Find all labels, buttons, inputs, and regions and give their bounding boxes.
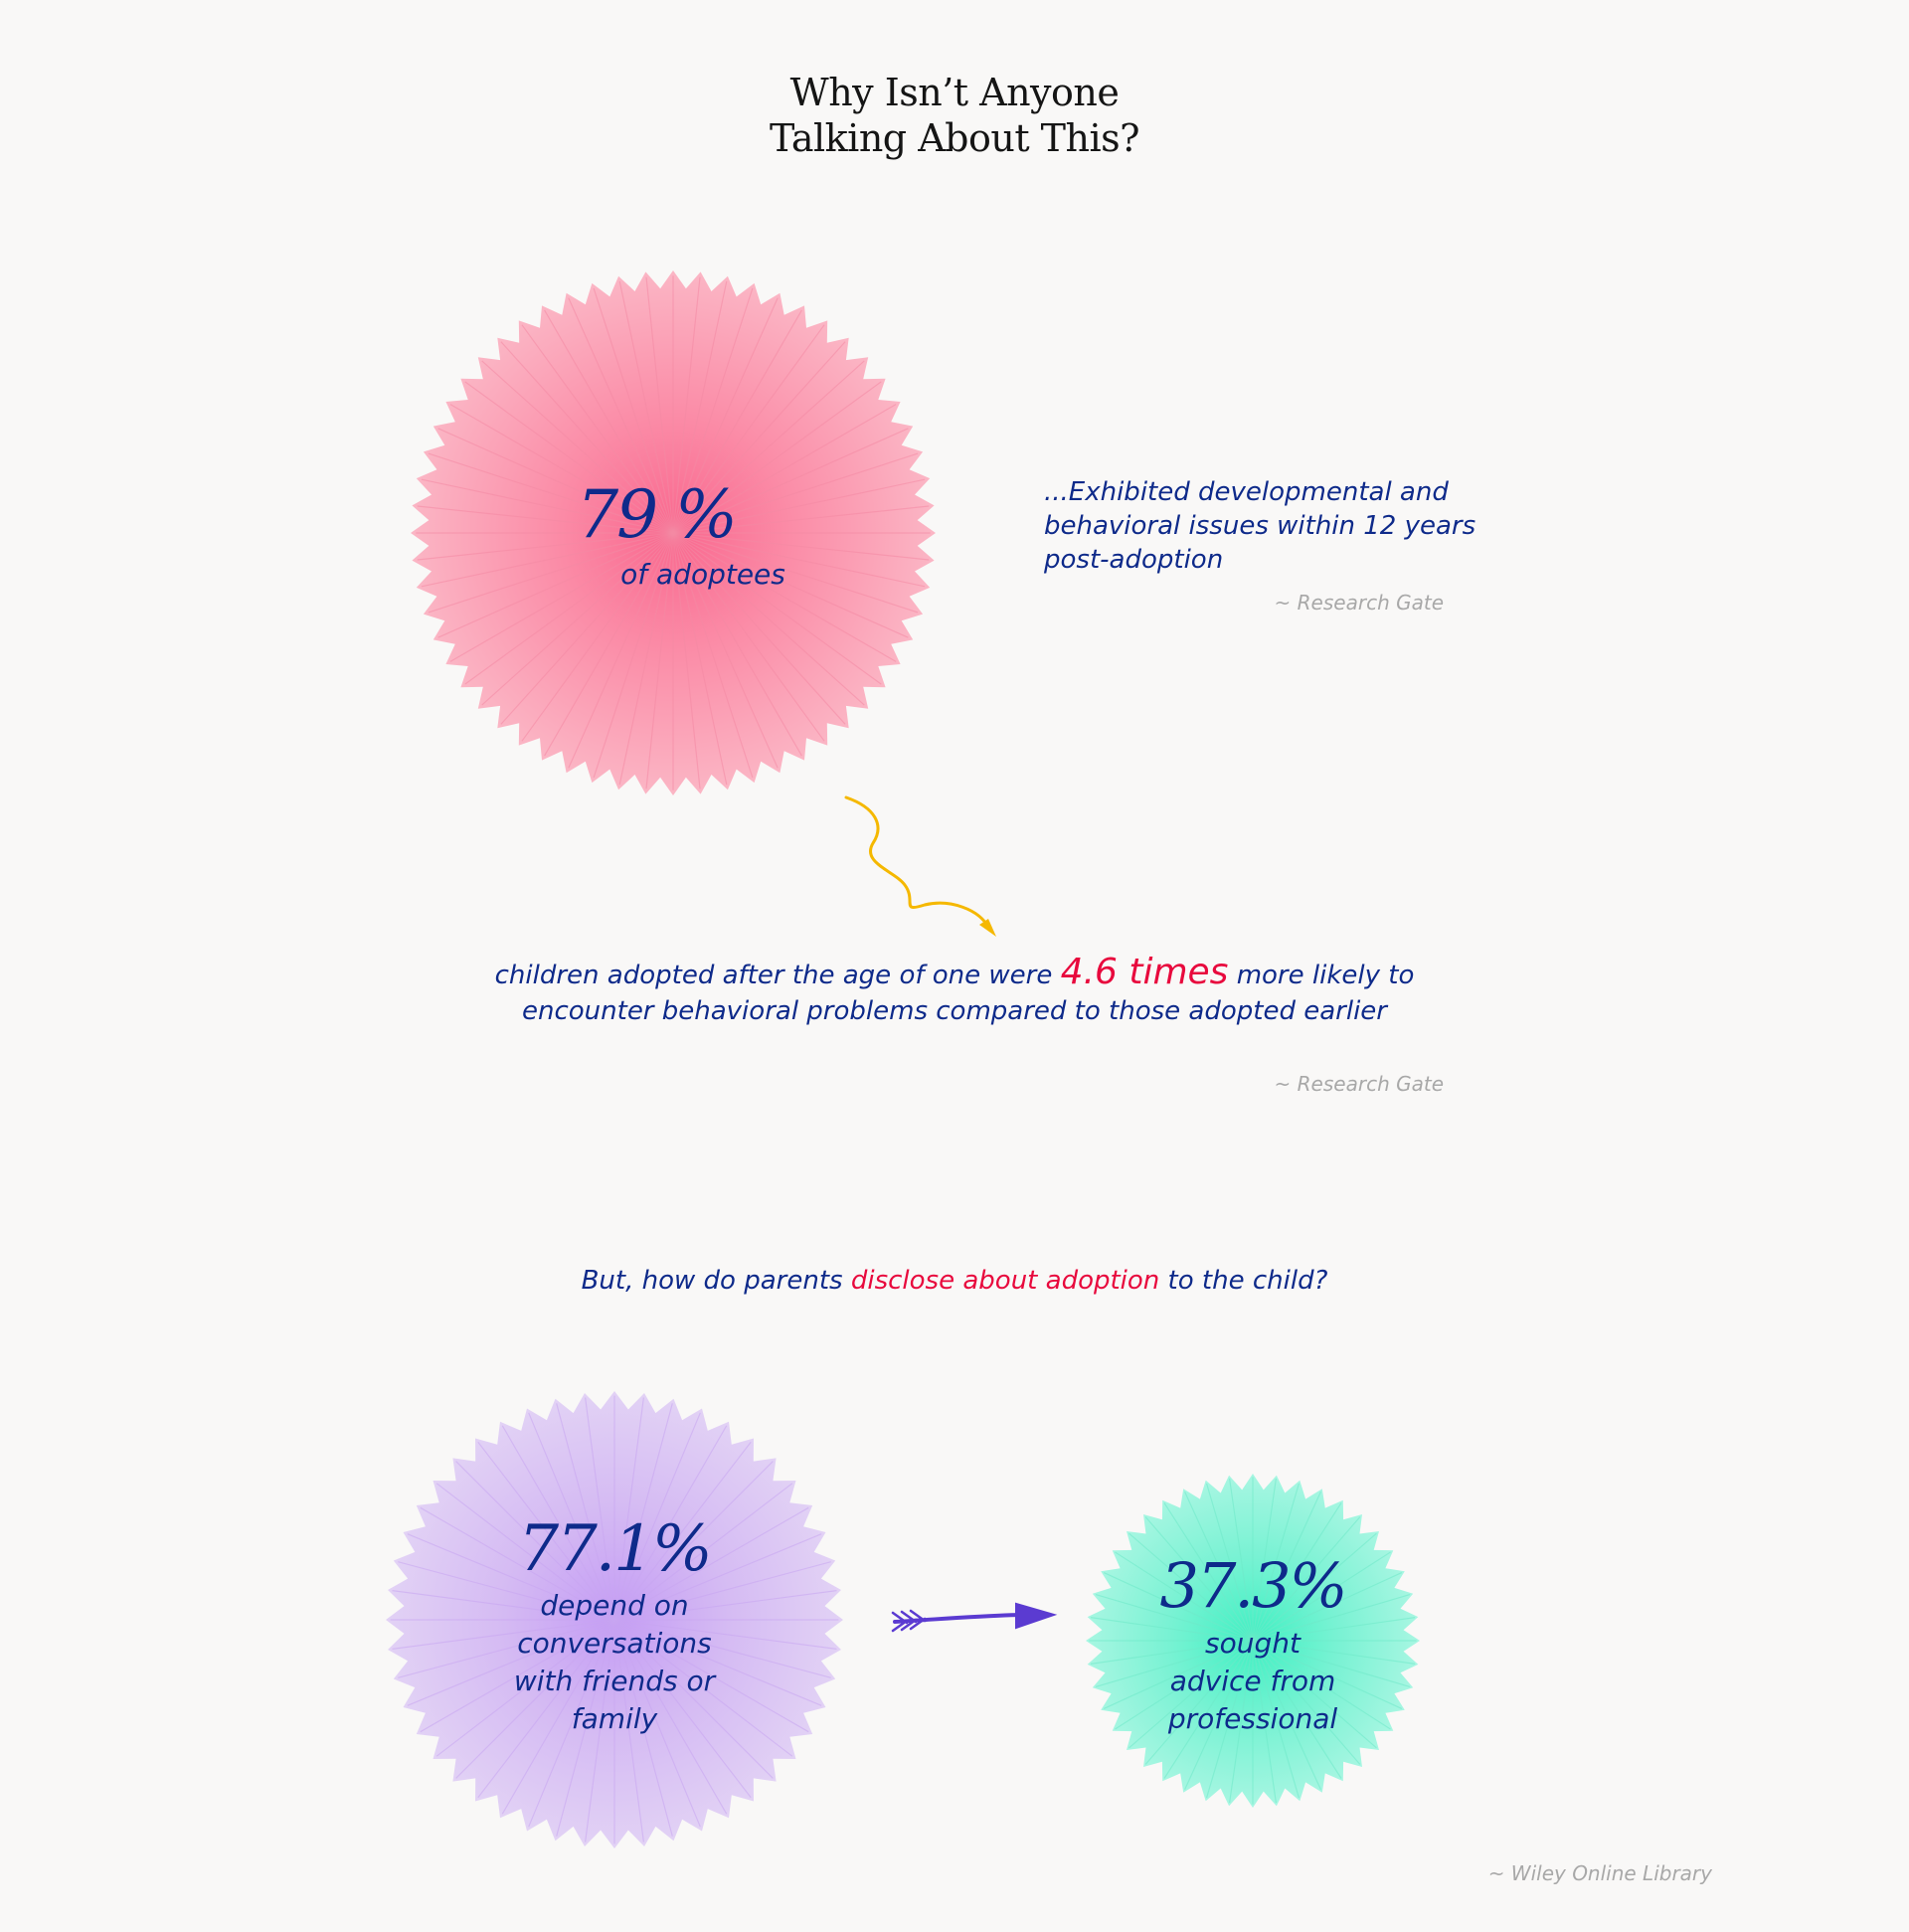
stat2-source: ~ Research Gate xyxy=(1274,1072,1444,1096)
stat2-line-2: encounter behavioral problems compared t… xyxy=(521,996,1387,1026)
page-title: Why Isn’t Anyone Talking About This? xyxy=(0,70,1909,161)
stat1-description-line-2: behavioral issues within 12 years xyxy=(1044,511,1476,541)
stat4-value: 37.3% xyxy=(1159,1549,1348,1622)
question-text: But, how do parents disclose about adopt… xyxy=(358,1263,1551,1299)
stat1-source: ~ Research Gate xyxy=(1274,591,1444,615)
stat2-line-1: children adopted after the age of one we… xyxy=(358,955,1551,993)
stat4-label-line-3: professional xyxy=(1167,1702,1338,1735)
footer-source: ~ Wiley Online Library xyxy=(1487,1861,1712,1885)
purple-starburst xyxy=(386,1391,843,1848)
squiggle-arrowhead-icon xyxy=(979,919,996,937)
stat1-description: ...Exhibited developmental and behaviora… xyxy=(1044,475,1501,577)
stat3-label-line-4: family xyxy=(571,1702,658,1735)
right-arrow-icon xyxy=(891,1602,1058,1633)
stat2-text-after: more likely to xyxy=(1228,961,1415,990)
stat4-label-line-1: sought xyxy=(1205,1627,1301,1660)
squiggle-arrow-icon xyxy=(844,795,991,931)
stat2-highlight: 4.6 times xyxy=(1060,952,1229,992)
stat1-description-line-1: ...Exhibited developmental and xyxy=(1044,477,1449,507)
stat2-text-before: children adopted after the age of one we… xyxy=(494,961,1061,990)
stat4-label-line-2: advice from xyxy=(1169,1665,1336,1697)
stat3-label-line-1: depend on xyxy=(540,1589,689,1622)
question-highlight: disclose about adoption xyxy=(850,1266,1160,1296)
stat3-label: depend on conversations with friends or … xyxy=(465,1587,764,1738)
question-before: But, how do parents xyxy=(581,1266,851,1296)
stat4-label: sought advice from professional xyxy=(1104,1625,1402,1738)
stat2-text: children adopted after the age of one we… xyxy=(358,955,1551,1029)
stat3-label-line-2: conversations xyxy=(517,1627,712,1660)
stat1-description-line-3: post-adoption xyxy=(1044,545,1224,575)
pink-starburst xyxy=(411,270,936,795)
question-after: to the child? xyxy=(1159,1266,1328,1296)
title-line-1: Why Isn’t Anyone xyxy=(789,71,1120,114)
title-line-2: Talking About This? xyxy=(769,116,1140,160)
stat3-label-line-3: with friends or xyxy=(513,1665,716,1697)
stat3-value: 77.1% xyxy=(518,1512,712,1586)
stat1-value: 79 % xyxy=(577,476,738,553)
stat1-label: of adoptees xyxy=(620,558,785,591)
mint-starburst xyxy=(1086,1474,1420,1808)
